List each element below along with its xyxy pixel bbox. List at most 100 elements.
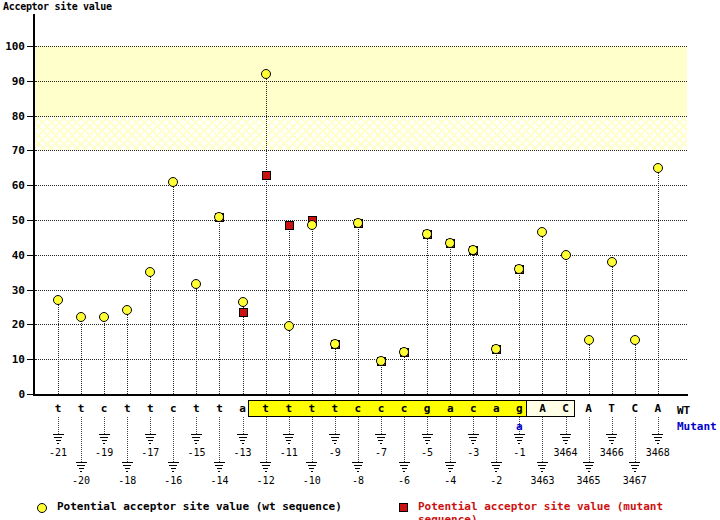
y-tick-label: 80 — [0, 110, 25, 123]
wt-data-marker — [468, 245, 478, 255]
position-arrow-icon — [444, 462, 456, 474]
wt-data-marker — [330, 339, 340, 349]
position-stem — [427, 417, 428, 434]
position-stem — [266, 417, 267, 462]
position-number: 3468 — [642, 447, 674, 458]
position-arrow-icon — [560, 434, 572, 446]
position-arrow-bar — [565, 443, 567, 444]
sequence-base-letter: c — [350, 402, 366, 415]
position-arrow-bar — [306, 462, 317, 463]
position-arrow-bar — [172, 471, 174, 472]
position-stem — [404, 417, 405, 462]
position-number: -2 — [480, 475, 512, 486]
position-arrow-bar — [192, 437, 200, 438]
position-stem — [566, 417, 567, 434]
position-number: -13 — [227, 447, 259, 458]
y-tick-label: 40 — [0, 249, 25, 262]
data-stem — [542, 232, 543, 394]
position-arrow-bar — [654, 437, 662, 438]
data-stem — [635, 340, 636, 394]
position-arrow-bar — [149, 443, 151, 444]
data-stem — [589, 340, 590, 394]
position-stem — [173, 417, 174, 462]
data-stem — [566, 255, 567, 394]
position-arrow-bar — [79, 468, 84, 469]
data-stem — [219, 217, 220, 394]
data-stem — [404, 352, 405, 394]
y-tick-label: 10 — [0, 353, 25, 366]
position-arrow-icon — [213, 462, 225, 474]
sequence-base-letter: t — [258, 402, 274, 415]
position-arrow-bar — [583, 462, 594, 463]
position-arrow-icon — [398, 462, 410, 474]
position-arrow-bar — [215, 465, 223, 466]
data-stem — [104, 317, 105, 394]
data-stem — [312, 220, 313, 394]
position-arrow-icon — [421, 434, 433, 446]
position-arrow-bar — [563, 440, 568, 441]
position-number: 3464 — [550, 447, 582, 458]
position-arrow-icon — [167, 462, 179, 474]
wt-data-marker — [238, 297, 248, 307]
position-arrow-bar — [515, 437, 523, 438]
wt-data-marker — [214, 212, 224, 222]
position-arrow-bar — [423, 437, 431, 438]
position-arrow-bar — [169, 465, 177, 466]
sequence-base-letter: t — [50, 402, 66, 415]
legend-wt-label: Potential acceptor site value (wt sequen… — [57, 500, 342, 513]
position-number: -17 — [134, 447, 166, 458]
position-stem — [243, 417, 244, 434]
data-stem — [612, 262, 613, 394]
position-arrow-bar — [448, 468, 453, 469]
position-arrow-bar — [380, 443, 382, 444]
position-number: -21 — [42, 447, 74, 458]
position-number: 3466 — [596, 447, 628, 458]
position-arrow-bar — [562, 437, 570, 438]
position-arrow-bar — [148, 440, 153, 441]
wt-data-marker — [422, 229, 432, 239]
position-arrow-bar — [586, 468, 591, 469]
position-arrow-icon — [629, 462, 641, 474]
position-arrow-icon — [352, 462, 364, 474]
position-arrow-bar — [146, 437, 154, 438]
position-arrow-bar — [191, 434, 202, 435]
position-arrow-bar — [239, 437, 247, 438]
position-stem — [612, 417, 613, 434]
position-number: -11 — [273, 447, 305, 458]
position-number: -12 — [250, 475, 282, 486]
position-arrow-bar — [123, 465, 131, 466]
sequence-base-letter: t — [142, 402, 158, 415]
data-stem — [127, 310, 128, 394]
position-number: -5 — [411, 447, 443, 458]
position-arrow-bar — [352, 462, 363, 463]
position-arrow-bar — [634, 471, 636, 472]
position-arrow-bar — [446, 465, 454, 466]
sequence-base-letter: A — [650, 402, 666, 415]
acceptor-site-chart: Acceptor site value 01020304050607080901… — [0, 0, 720, 520]
sequence-base-letter: t — [73, 402, 89, 415]
position-number: -19 — [88, 447, 120, 458]
position-stem — [635, 417, 636, 462]
position-number: 3463 — [526, 475, 558, 486]
position-arrow-bar — [399, 462, 410, 463]
y-tick-label: 70 — [0, 144, 25, 157]
position-stem — [196, 417, 197, 434]
sequence-base-letter: c — [396, 402, 412, 415]
y-tick-label: 50 — [0, 214, 25, 227]
position-stem — [312, 417, 313, 462]
position-arrow-bar — [102, 440, 107, 441]
position-arrow-icon — [237, 434, 249, 446]
sequence-base-letter: c — [465, 402, 481, 415]
position-arrow-bar — [237, 434, 248, 435]
position-stem — [58, 417, 59, 434]
wt-data-marker — [537, 227, 547, 237]
position-arrow-bar — [285, 437, 293, 438]
sequence-base-letter: t — [211, 402, 227, 415]
position-arrow-bar — [263, 468, 268, 469]
position-arrow-icon — [652, 434, 664, 446]
data-stem — [496, 349, 497, 394]
wt-data-marker — [445, 238, 455, 248]
data-stem — [450, 243, 451, 394]
data-stem — [473, 250, 474, 394]
position-number: -16 — [157, 475, 189, 486]
